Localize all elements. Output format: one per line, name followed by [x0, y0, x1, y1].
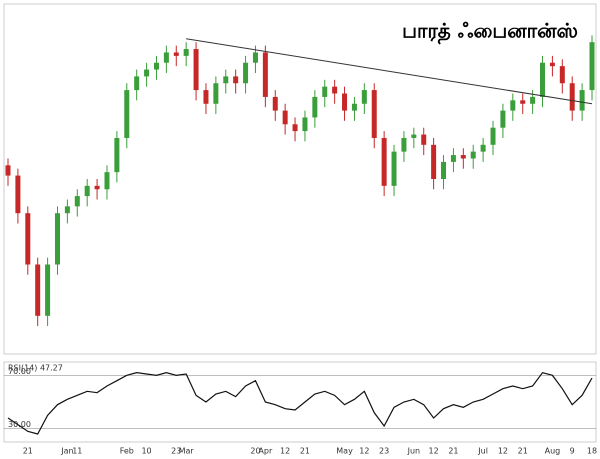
candle-body — [302, 117, 308, 132]
candle-body — [490, 127, 496, 145]
x-tick-label: 9 — [570, 447, 575, 456]
x-tick-label: Feb — [120, 447, 134, 456]
candle-body — [74, 196, 80, 207]
candle-body — [322, 86, 328, 97]
x-tick-label: 12 — [280, 447, 290, 456]
candle-body — [243, 62, 249, 84]
x-tick-label: 20 — [250, 447, 260, 456]
candle-body — [450, 155, 456, 162]
candle-body — [460, 155, 466, 159]
price-panel — [3, 3, 597, 355]
candle-body — [351, 103, 357, 111]
candle-body — [203, 90, 209, 104]
candle-body — [421, 134, 427, 145]
candle-body — [332, 86, 338, 94]
x-tick-label: 21 — [448, 447, 458, 456]
candle-body — [569, 83, 575, 111]
candle-body — [282, 110, 288, 125]
candle-body — [104, 172, 110, 190]
candle-body — [163, 52, 169, 63]
candle-body — [520, 100, 526, 104]
candle-body — [391, 151, 397, 186]
x-tick-label: May — [336, 447, 353, 456]
candle-body — [134, 76, 140, 91]
candle-body — [84, 185, 90, 197]
candle-body — [45, 264, 51, 316]
candle-body — [64, 206, 70, 214]
chart-title: பாரத் ஃபைனான்ஸ் — [402, 19, 578, 45]
candle-body — [470, 151, 476, 159]
candle-body — [124, 90, 130, 138]
candle-body — [144, 69, 150, 77]
candle-body — [223, 76, 229, 84]
candle-body — [153, 62, 159, 70]
candle-body — [312, 96, 318, 118]
candle-body — [500, 110, 506, 128]
x-tick-label: 12 — [498, 447, 508, 456]
candle-body — [35, 264, 41, 316]
rsi-line — [7, 371, 593, 435]
candle-body — [559, 66, 565, 84]
candle-body — [371, 90, 377, 138]
x-tick-label: 18 — [587, 447, 597, 456]
x-tick-label: 10 — [141, 447, 151, 456]
candle-body — [441, 161, 447, 179]
x-tick-label: 23 — [171, 447, 181, 456]
candle-body — [589, 42, 595, 91]
candle-body — [272, 96, 278, 111]
candle-body — [549, 62, 555, 67]
candle-body — [381, 137, 387, 186]
x-tick-label: 21 — [518, 447, 528, 456]
x-tick-label: 11 — [72, 447, 82, 456]
candle-body — [233, 76, 239, 84]
y-tick-label: 70.00 — [8, 367, 31, 376]
candle-body — [292, 124, 298, 132]
x-tick-label: 12 — [359, 447, 369, 456]
x-tick-label: 12 — [429, 447, 439, 456]
x-tick-label: Mar — [179, 447, 195, 456]
x-tick-label: Jan — [60, 447, 73, 456]
candle-body — [193, 49, 199, 91]
x-tick-label: 21 — [300, 447, 310, 456]
candle-body — [94, 185, 100, 190]
candle-body — [540, 62, 546, 97]
x-tick-label: Aug — [545, 447, 561, 456]
candle-body — [262, 52, 268, 97]
candle-body — [213, 83, 219, 104]
x-tick-label: Jun — [407, 447, 421, 456]
candle-body — [411, 134, 417, 138]
candle-body — [15, 175, 21, 214]
candle-body — [252, 52, 258, 63]
candle-body — [431, 144, 437, 179]
y-tick-label: 30.00 — [8, 420, 31, 429]
x-tick-label: Apr — [258, 447, 273, 456]
candle-body — [361, 90, 367, 104]
candle-body — [5, 165, 11, 176]
trendline — [186, 38, 593, 105]
rsi-title: RSI(14) 47.27 — [8, 364, 63, 373]
candle-body — [114, 137, 120, 173]
candle-body — [480, 144, 486, 152]
candle-body — [54, 213, 60, 265]
candle-body — [579, 90, 585, 111]
x-tick-label: 23 — [379, 447, 389, 456]
candle-body — [173, 52, 179, 56]
x-tick-label: Jul — [477, 447, 488, 456]
candle-body — [342, 93, 348, 111]
x-tick-label: 21 — [23, 447, 33, 456]
candle-body — [401, 137, 407, 152]
rsi-panel — [3, 361, 597, 443]
candle-body — [510, 100, 516, 111]
candle-body — [183, 49, 189, 56]
candle-body — [530, 96, 536, 104]
candle-body — [25, 213, 31, 265]
